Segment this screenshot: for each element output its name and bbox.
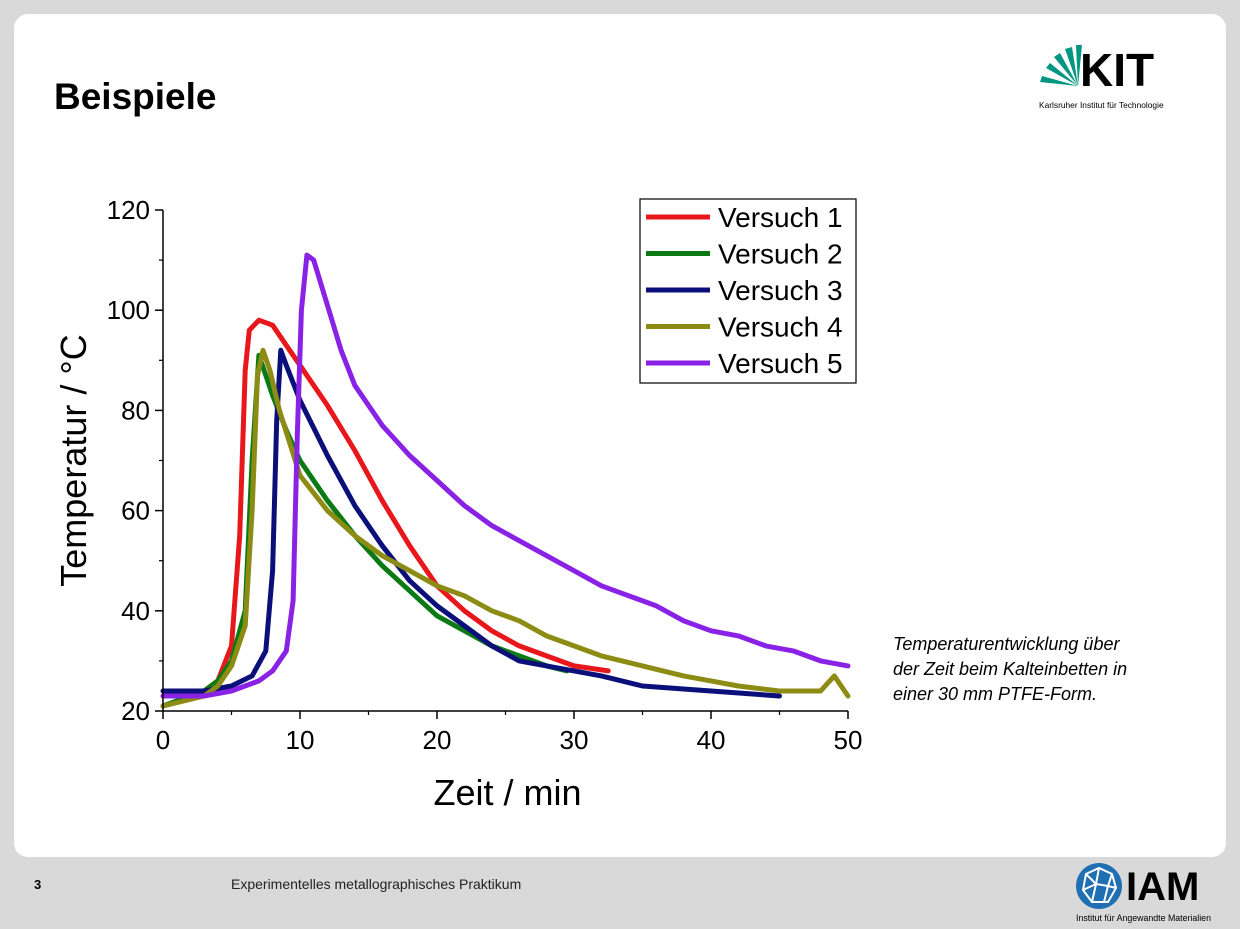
- legend-label: Versuch 4: [718, 312, 843, 343]
- series-line-5: [160, 252, 851, 699]
- y-tick-label: 100: [107, 295, 150, 325]
- y-tick-label: 40: [121, 596, 150, 626]
- x-tick-label: 20: [423, 725, 452, 755]
- x-tick-label: 40: [697, 725, 726, 755]
- kit-logo-subtitle: Karlsruher Institut für Technologie: [1039, 100, 1164, 110]
- kit-logo-text: KIT: [1080, 44, 1154, 96]
- x-tick-label: 30: [560, 725, 589, 755]
- legend-entry: Versuch 1: [646, 202, 843, 233]
- legend-label: Versuch 2: [718, 239, 843, 270]
- legend-entry: Versuch 4: [646, 312, 843, 343]
- kit-logo: KIT Karlsruher Institut für Technologie: [1039, 44, 1164, 110]
- caption-line: Temperaturentwicklung über: [893, 634, 1120, 654]
- kit-logo-fan-icon: [1040, 45, 1082, 86]
- legend: Versuch 1 Versuch 2 Versuch 3 Versuch 4 Vers…: [639, 198, 857, 384]
- footer-text: Experimentelles metallographisches Prakt…: [231, 876, 522, 892]
- caption-line: der Zeit beim Kalteinbetten in: [893, 659, 1128, 679]
- series-line-1: [160, 317, 611, 699]
- iam-logo-network-icon: [1076, 863, 1122, 909]
- y-tick-label: 20: [121, 696, 150, 726]
- legend-label: Versuch 3: [718, 275, 843, 306]
- series-line-4: [160, 347, 851, 709]
- page-number: 3: [34, 877, 42, 892]
- iam-logo-text: IAM: [1126, 865, 1199, 909]
- x-tick-label: 10: [286, 725, 315, 755]
- y-tick-label: 120: [107, 195, 150, 225]
- legend-entry: Versuch 2: [646, 239, 843, 270]
- chart-caption: Temperaturentwicklung über der Zeit beim…: [893, 632, 1193, 707]
- x-tick-label: 50: [834, 725, 863, 755]
- slide-title: Beispiele: [54, 76, 217, 117]
- x-axis-label: Zeit / min: [433, 772, 581, 813]
- iam-logo: IAM Institut für Angewandte Materialien: [1076, 863, 1211, 923]
- legend-entry: Versuch 5: [646, 348, 843, 379]
- y-tick-label: 60: [121, 496, 150, 526]
- axes: 0 10 20 30 40 50 20 40 60 80 100 120 Zeit / min Tempe…: [53, 195, 862, 813]
- caption-line: einer 30 mm PTFE-Form.: [893, 684, 1098, 704]
- plot-lines: [160, 252, 851, 709]
- y-axis-label: Temperatur / °C: [53, 334, 94, 586]
- series-line-3: [160, 347, 782, 699]
- legend-label: Versuch 1: [718, 202, 843, 233]
- x-tick-label: 0: [156, 725, 170, 755]
- legend-entry: Versuch 3: [646, 275, 843, 306]
- y-tick-label: 80: [121, 395, 150, 425]
- legend-label: Versuch 5: [718, 348, 843, 379]
- iam-logo-subtitle: Institut für Angewandte Materialien: [1076, 913, 1211, 923]
- slide-background: [14, 14, 1226, 857]
